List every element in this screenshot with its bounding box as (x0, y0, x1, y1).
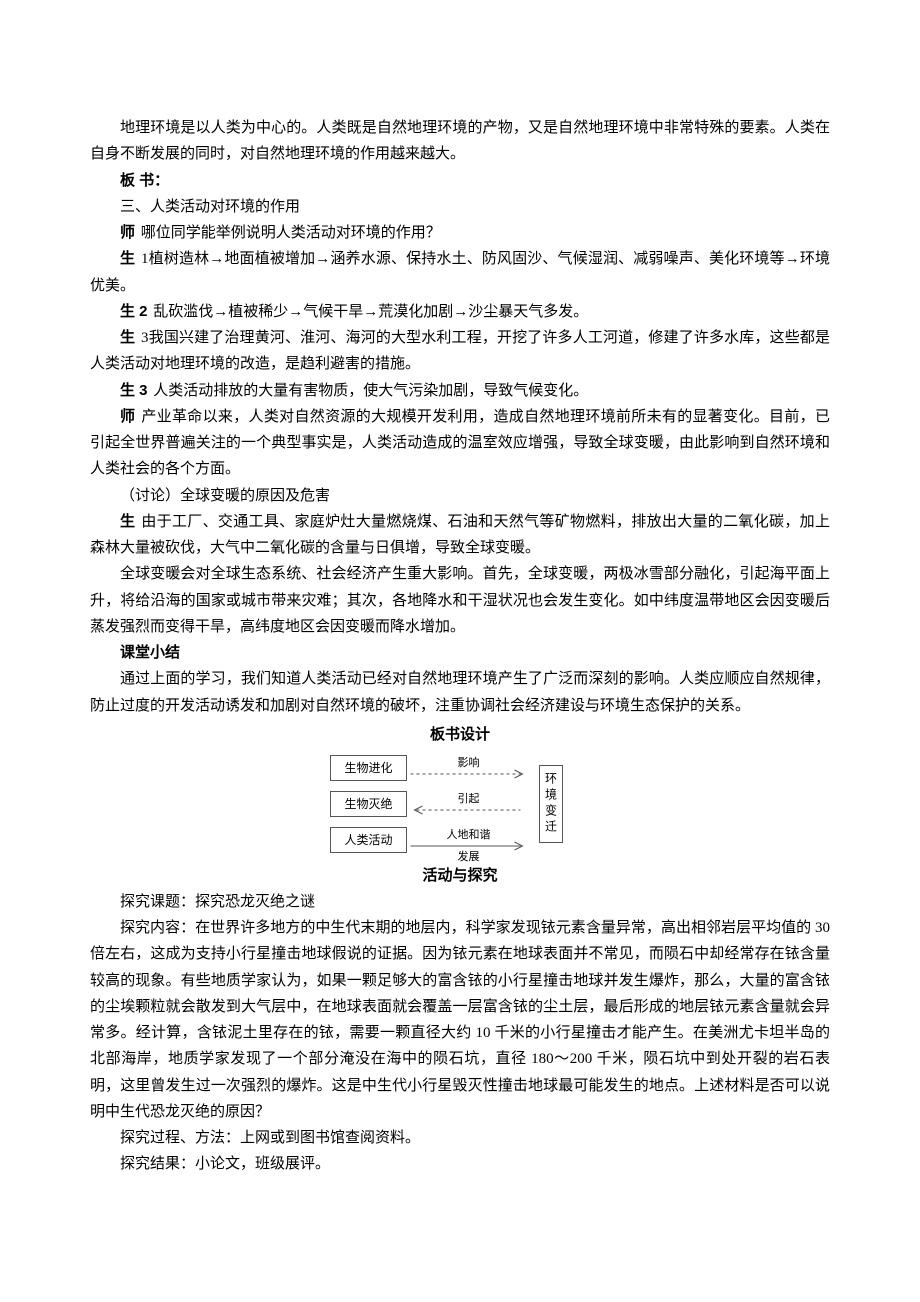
arrow-label: 人地和谐 (407, 826, 530, 842)
body-para: 全球变暖会对全球生态系统、社会经济产生重大影响。首先，全球变暖，两极冰雪部分融化… (90, 561, 830, 640)
arrow-sublabel: 发展 (407, 848, 530, 864)
diagram-node: 人类活动 (330, 827, 407, 853)
summary-text: 通过上面的学习，我们知道人类活动已经对自然地理环境产生了广泛而深刻的影响。人类应… (90, 666, 830, 719)
student-text: 3我国兴建了治理黄河、淮河、海河的大型水利工程，开挖了许多人工河道，修建了许多水… (90, 330, 830, 372)
student-text: 1植树造林→地面植被增加→涵养水源、保持水土、防风固沙、气候湿润、减弱噪声、美化… (90, 251, 830, 293)
student-label: 生 (120, 329, 135, 346)
teacher-text: 产业革命以来，人类对自然资源的大规模开发利用，造成自然地理环境前所未有的显著变化… (90, 409, 830, 478)
diagram-arrow: 人地和谐 发展 (407, 828, 530, 852)
student-label: 生 (120, 250, 135, 267)
diagram-row: 人类活动 人地和谐 发展 (330, 822, 530, 858)
arrow-label: 引起 (407, 790, 530, 806)
activity-topic: 探究课题：探究恐龙灭绝之谜 (90, 889, 830, 915)
activity-method: 探究过程、方法：上网或到图书馆查阅资料。 (90, 1125, 830, 1151)
student-line: 生 由于工厂、交通工具、家庭炉灶大量燃烧煤、石油和天然气等矿物燃料，排放出大量的… (90, 509, 830, 562)
student-line: 生 3 人类活动排放的大量有害物质，使大气污染加剧，导致气候变化。 (90, 378, 830, 404)
student-text: 人类活动排放的大量有害物质，使大气污染加剧，导致气候变化。 (150, 383, 589, 399)
diagram-arrow: 影响 (407, 756, 530, 780)
board-diagram: 生物进化 影响 生物灭绝 引起 人类活动 人地和谐 发展 (330, 750, 590, 858)
board-heading: 板 书： (90, 168, 830, 194)
diagram-row: 生物进化 影响 (330, 750, 530, 786)
student-label: 生 (120, 513, 135, 530)
teacher-line: 师 哪位同学能举例说明人类活动对环境的作用？ (90, 220, 830, 246)
activity-result: 探究结果：小论文，班级展评。 (90, 1151, 830, 1177)
student-text: 乱砍滥伐→植被稀少→气候干旱→荒漠化加剧→沙尘暴天气多发。 (150, 304, 589, 320)
activity-content: 探究内容：在世界许多地方的中生代末期的地层内，科学家发现铱元素含量异常，高出相邻… (90, 915, 830, 1125)
student-line: 生 2 乱砍滥伐→植被稀少→气候干旱→荒漠化加剧→沙尘暴天气多发。 (90, 299, 830, 325)
teacher-label: 师 (120, 224, 135, 241)
student-line: 生 3我国兴建了治理黄河、淮河、海河的大型水利工程，开挖了许多人工河道，修建了许… (90, 325, 830, 378)
diagram-heading: 板书设计 (90, 723, 830, 744)
diagram-node: 生物进化 (330, 755, 407, 781)
diagram-target-node: 环境变迁 (539, 765, 563, 843)
diagram-arrow: 引起 (407, 792, 530, 816)
teacher-label: 师 (120, 408, 135, 425)
document-page: 地理环境是以人类为中心的。人类既是自然地理环境的产物，又是自然地理环境中非常特殊… (0, 0, 920, 1302)
body-para: 地理环境是以人类为中心的。人类既是自然地理环境的产物，又是自然地理环境中非常特殊… (90, 115, 830, 168)
diagram-right-column: 环境变迁 (530, 750, 572, 858)
student-text: 由于工厂、交通工具、家庭炉灶大量燃烧煤、石油和天然气等矿物燃料，排放出大量的二氧… (90, 514, 830, 556)
student-label: 生 2 (120, 303, 148, 320)
diagram-left-column: 生物进化 影响 生物灭绝 引起 人类活动 人地和谐 发展 (330, 750, 530, 858)
diagram-node: 生物灭绝 (330, 791, 407, 817)
teacher-line: 师 产业革命以来，人类对自然资源的大规模开发利用，造成自然地理环境前所未有的显著… (90, 404, 830, 483)
arrow-label: 影响 (407, 754, 530, 770)
summary-heading: 课堂小结 (90, 640, 830, 666)
board-content: 三、人类活动对环境的作用 (90, 194, 830, 220)
diagram-row: 生物灭绝 引起 (330, 786, 530, 822)
student-label: 生 3 (120, 382, 148, 399)
activity-heading: 活动与探究 (90, 864, 830, 885)
discussion-line: （讨论）全球变暖的原因及危害 (90, 483, 830, 509)
student-line: 生 1植树造林→地面植被增加→涵养水源、保持水土、防风固沙、气候湿润、减弱噪声、… (90, 246, 830, 299)
teacher-text: 哪位同学能举例说明人类活动对环境的作用？ (137, 225, 441, 241)
